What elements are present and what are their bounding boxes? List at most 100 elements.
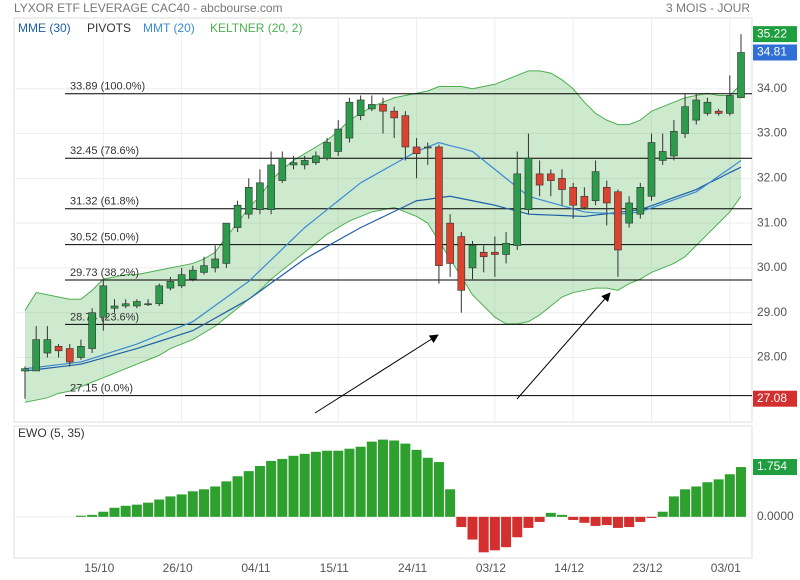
candle-body — [256, 182, 264, 210]
candle-body — [591, 171, 600, 202]
annotation-arrow — [314, 334, 439, 414]
bar — [612, 516, 623, 528]
price-marker — [753, 26, 797, 43]
bar — [590, 516, 601, 526]
bar — [120, 505, 131, 517]
candle-body — [65, 348, 74, 363]
candle-body — [222, 222, 231, 264]
bar — [512, 516, 523, 538]
candle-body — [614, 191, 622, 251]
candle-body — [658, 151, 667, 161]
candle-body — [401, 115, 410, 148]
y-tick-label: 30.00 — [757, 260, 787, 274]
bar — [143, 502, 154, 517]
bar — [411, 449, 422, 517]
candle-body — [155, 285, 164, 305]
bar — [702, 482, 713, 517]
candle-body — [446, 222, 454, 264]
candle-body — [647, 142, 656, 197]
candle-body — [625, 202, 633, 224]
candle-body — [435, 146, 443, 266]
price-marker-label: 27.08 — [757, 391, 787, 405]
candle-body — [345, 101, 354, 139]
candle-body — [356, 99, 365, 116]
candle-body — [211, 258, 219, 269]
candle-body — [737, 52, 745, 99]
candle-body — [412, 146, 421, 155]
keltner-fill — [25, 70, 741, 403]
bar — [724, 474, 735, 517]
bar — [601, 516, 612, 526]
candle-body — [144, 303, 152, 306]
bar — [355, 446, 366, 517]
candle-body — [636, 187, 645, 215]
y-tick-label: 29.00 — [757, 305, 787, 319]
x-tick-label: 03/12 — [476, 561, 506, 575]
candle-body — [390, 110, 398, 119]
x-tick-label: 04/11 — [241, 561, 270, 575]
bar — [635, 516, 646, 522]
candle-body — [323, 142, 331, 159]
panel-title: EWO (5, 35) — [18, 426, 85, 440]
bar — [478, 516, 489, 553]
bar — [501, 516, 512, 548]
bar — [736, 467, 746, 517]
x-tick-label: 26/10 — [163, 561, 193, 575]
x-tick-label: 23/12 — [632, 561, 662, 575]
candle-body — [99, 285, 108, 318]
x-tick-label: 14/12 — [554, 561, 584, 575]
candle-body — [267, 164, 275, 210]
bar — [243, 471, 254, 517]
candle-body — [189, 269, 197, 280]
bar — [445, 489, 456, 517]
candle-body — [289, 162, 298, 166]
bar — [232, 476, 243, 517]
candle-body — [681, 106, 689, 134]
bar — [176, 494, 187, 517]
price-marker — [753, 390, 797, 407]
bar — [154, 499, 165, 517]
legend-entry: PIVOTS — [87, 21, 131, 35]
candle-body — [535, 173, 544, 186]
x-tick-label: 15/11 — [320, 561, 349, 575]
bar — [344, 448, 355, 517]
y-tick-label: 34.00 — [757, 81, 787, 95]
candle-body — [300, 160, 309, 166]
candle-body — [77, 346, 85, 358]
candle-body — [423, 146, 432, 149]
bar — [545, 512, 556, 517]
bar — [456, 516, 467, 528]
candle-body — [233, 204, 242, 228]
bar — [199, 489, 209, 517]
candle-body — [479, 251, 488, 258]
pivot-label: 33.89 (100.0%) — [70, 81, 145, 93]
legend-entry: MME (30) — [18, 21, 71, 35]
candle-body — [602, 187, 611, 204]
bar — [433, 462, 444, 517]
pivot-label: 32.45 (78.6%) — [70, 145, 139, 157]
bar — [389, 440, 400, 517]
candle-body — [569, 187, 577, 206]
candle-body — [457, 236, 466, 291]
candle-body — [121, 303, 130, 307]
candle-body — [513, 173, 522, 246]
bar — [557, 514, 567, 517]
candle-body — [580, 195, 589, 208]
candle-body — [312, 155, 320, 163]
candle-body — [379, 104, 387, 112]
candle-body — [502, 242, 510, 255]
bar — [75, 515, 86, 517]
bar — [378, 439, 388, 517]
bar — [366, 441, 377, 517]
annotation-arrow — [516, 292, 611, 400]
candle-body — [133, 301, 141, 307]
bar — [489, 516, 500, 551]
candle-body — [166, 281, 175, 289]
candle-body — [692, 99, 701, 121]
bar — [668, 496, 679, 517]
legend-entry: MMT (20) — [143, 21, 195, 35]
bar — [187, 491, 198, 517]
bar — [210, 486, 221, 517]
price-marker-label: 35.22 — [757, 26, 787, 40]
price-marker-label: 34.81 — [757, 45, 787, 59]
